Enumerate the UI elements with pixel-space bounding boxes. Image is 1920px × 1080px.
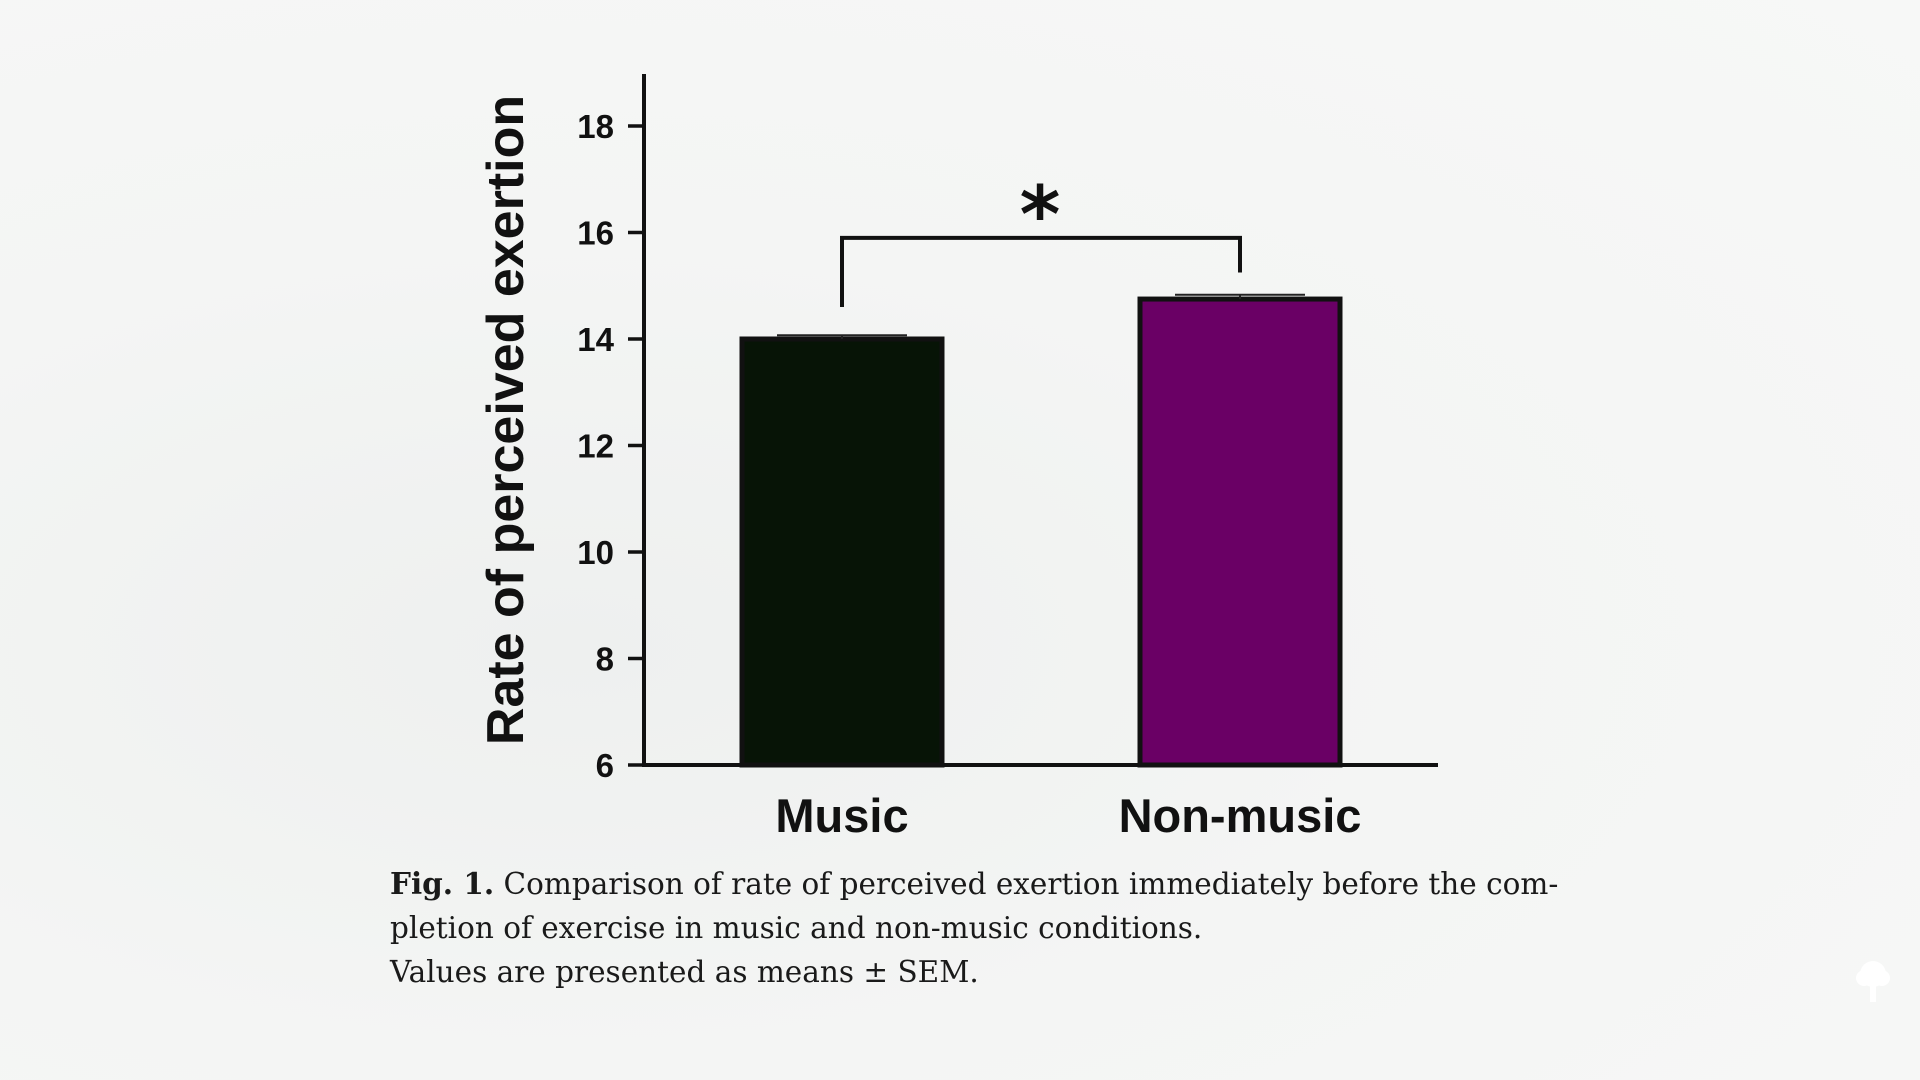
chart-canvas: 6 8 10 12 14 16 18 Music Non-music * Rate of pe… — [477, 74, 1438, 842]
bar-non-music — [1137, 296, 1343, 768]
y-ticks: 6 8 10 12 14 16 18 — [577, 108, 644, 784]
error-bars — [777, 293, 1305, 339]
y-tick-label-10: 10 — [577, 534, 614, 571]
caption-line-1: Fig. 1. Comparison of rate of perceived … — [390, 862, 1558, 906]
bars — [739, 296, 1343, 768]
caption-line-2: pletion of exercise in music and non-mus… — [390, 911, 1203, 945]
significance-asterisk: * — [1020, 171, 1061, 261]
x-tick-label-music: Music — [775, 789, 908, 842]
figure-caption: Fig. 1. Comparison of rate of perceived … — [390, 862, 1558, 994]
caption-line-3: Values are presented as means ± SEM. — [390, 955, 979, 989]
significance-line — [840, 235, 1242, 308]
caption-text-1: Comparison of rate of perceived exertion… — [503, 867, 1559, 901]
y-tick-label-14: 14 — [577, 321, 614, 358]
y-tick-label-12: 12 — [577, 428, 614, 465]
tree-icon — [1853, 958, 1893, 1004]
significance-bracket: * — [840, 171, 1242, 308]
y-axis-title: Rate of perceived exertion — [477, 95, 535, 745]
y-tick-label-8: 8 — [596, 641, 614, 678]
x-tick-labels: Music Non-music — [775, 789, 1361, 842]
bar-chart: 6 8 10 12 14 16 18 Music Non-music * Rate of pe… — [477, 74, 1438, 842]
y-tick-label-18: 18 — [577, 108, 614, 145]
x-tick-label-non-music: Non-music — [1119, 789, 1362, 842]
y-tick-label-16: 16 — [577, 215, 614, 252]
y-tick-label-6: 6 — [596, 747, 614, 784]
figure-number: Fig. 1. — [390, 866, 495, 901]
bar-music — [739, 336, 945, 768]
